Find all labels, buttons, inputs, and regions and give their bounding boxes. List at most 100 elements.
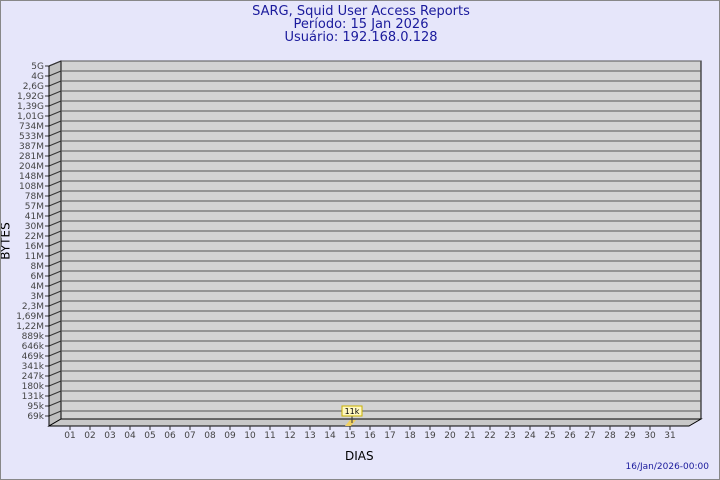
gridline-side: [48, 80, 62, 87]
gridline-side: [48, 70, 62, 77]
x-tick-label: 26: [564, 431, 576, 441]
y-tick-label: 281M: [19, 152, 44, 162]
x-tick-label: 21: [464, 431, 475, 441]
gridline-side: [48, 150, 62, 157]
x-tick-label: 15: [344, 431, 355, 441]
x-tick-label: 09: [224, 431, 236, 441]
x-tick-label: 28: [604, 431, 616, 441]
x-tick-label: 30: [644, 431, 656, 441]
gridline-side: [48, 270, 62, 277]
y-tick-label: 1,69M: [16, 312, 44, 322]
x-tick-label: 20: [444, 431, 456, 441]
y-tick-label: 16M: [25, 242, 44, 252]
y-tick-label: 22M: [25, 232, 44, 242]
y-tick-label: 4M: [31, 282, 45, 292]
x-tick-label: 29: [624, 431, 636, 441]
footer-date: 16/Jan/2026-00:00: [625, 462, 709, 472]
gridline-side: [48, 310, 62, 317]
y-tick-label: 95k: [27, 402, 44, 412]
chart-user: Usuário: 192.168.0.128: [284, 30, 438, 45]
x-tick-label: 25: [544, 431, 555, 441]
gridline-side: [48, 140, 62, 147]
chart-title: SARG, Squid User Access Reports: [252, 4, 470, 19]
y-axis-label: BYTES: [0, 222, 13, 260]
gridline-side: [48, 230, 62, 237]
y-tick-label: 387M: [19, 142, 44, 152]
x-tick-label: 02: [84, 431, 95, 441]
y-tick-label: 204M: [19, 162, 44, 172]
x-tick-label: 07: [184, 431, 195, 441]
data-label-box: [341, 405, 363, 417]
y-tick-label: 148M: [19, 172, 44, 182]
y-tick-label: 889k: [22, 332, 45, 342]
gridline-side: [48, 220, 62, 227]
y-tick-label: 11M: [25, 252, 44, 262]
gridline-side: [48, 400, 62, 407]
x-tick-label: 03: [104, 431, 115, 441]
y-tick-label: 108M: [19, 182, 44, 192]
x-tick-label: 22: [484, 431, 495, 441]
y-tick-label: 341k: [22, 362, 45, 372]
gridline-side: [48, 250, 62, 257]
y-tick-label: 1,22M: [16, 322, 44, 332]
gridline-side: [48, 110, 62, 117]
gridline-side: [48, 60, 62, 67]
gridline-side: [48, 100, 62, 107]
gridline-side: [48, 370, 62, 377]
x-tick-label: 01: [64, 431, 75, 441]
x-tick-label: 11: [264, 431, 275, 441]
gridline-side: [48, 210, 62, 217]
x-axis-label: DIAS: [345, 449, 374, 463]
y-tick-label: 3M: [31, 292, 45, 302]
y-tick-label: 2,3M: [22, 302, 44, 312]
gridline-side: [48, 410, 62, 417]
bar-day-15: [345, 420, 356, 426]
x-tick-label: 14: [324, 431, 336, 441]
y-tick-label: 646k: [22, 342, 45, 352]
gridline-side: [48, 380, 62, 387]
y-tick-label: 8M: [31, 262, 45, 272]
gridline-side: [48, 390, 62, 397]
gridline-side: [48, 130, 62, 137]
y-tick-label: 5G: [31, 62, 44, 72]
data-label: 11k: [345, 407, 360, 416]
gridline-side: [48, 180, 62, 187]
gridline-side: [48, 90, 62, 97]
x-tick-label: 31: [664, 431, 675, 441]
back-wall: [60, 60, 702, 420]
y-tick-label: 2,6G: [23, 82, 44, 92]
y-tick-label: 469k: [22, 352, 45, 362]
y-tick-label: 6M: [31, 272, 45, 282]
gridline-side: [48, 330, 62, 337]
x-tick-label: 04: [124, 431, 136, 441]
x-tick-label: 23: [504, 431, 515, 441]
y-tick-label: 57M: [25, 202, 44, 212]
y-tick-label: 131k: [22, 392, 45, 402]
gridline-side: [48, 240, 62, 247]
y-tick-label: 1,01G: [17, 112, 44, 122]
x-tick-label: 10: [244, 431, 256, 441]
x-tick-label: 06: [164, 431, 176, 441]
x-tick-label: 19: [424, 431, 436, 441]
y-tick-label: 1,92G: [17, 92, 44, 102]
gridline-side: [48, 290, 62, 297]
x-tick-label: 12: [284, 431, 295, 441]
gridline-side: [48, 300, 62, 307]
gridline-side: [48, 360, 62, 367]
gridline-side: [48, 280, 62, 287]
x-tick-label: 08: [204, 431, 216, 441]
x-tick-label: 13: [304, 431, 315, 441]
y-tick-label: 247k: [22, 372, 45, 382]
gridline-side: [48, 190, 62, 197]
y-tick-label: 30M: [25, 222, 44, 232]
gridline-side: [48, 120, 62, 127]
gridline-side: [48, 160, 62, 167]
y-tick-label: 734M: [19, 122, 44, 132]
y-tick-label: 69k: [27, 412, 44, 422]
gridline-side: [48, 200, 62, 207]
floor: [47, 418, 703, 427]
y-tick-label: 41M: [25, 212, 44, 222]
gridline-side: [48, 260, 62, 267]
y-tick-label: 78M: [25, 192, 44, 202]
